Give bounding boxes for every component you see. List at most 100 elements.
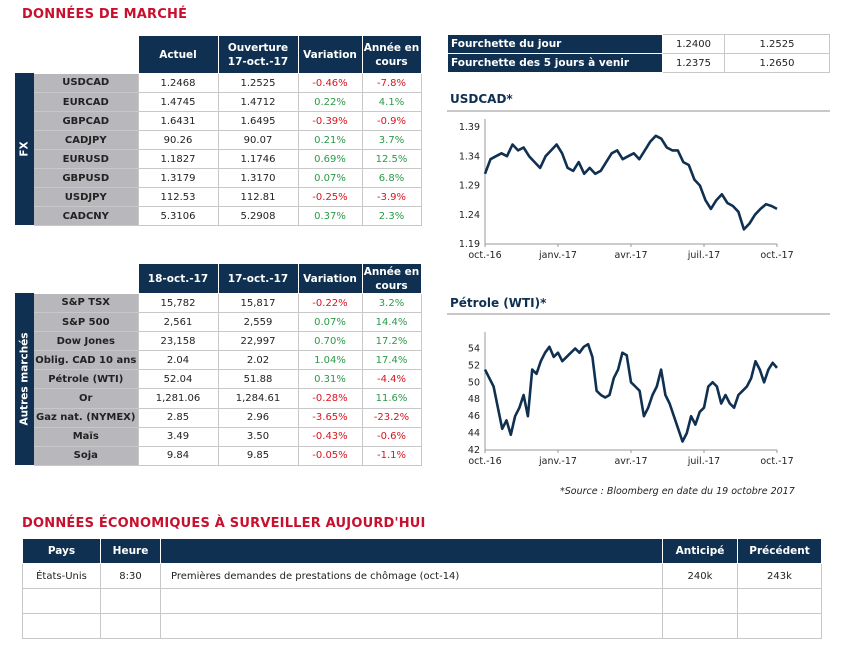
row-label: USDJPY <box>34 187 138 207</box>
annee-en-cours: 12.5% <box>361 149 422 169</box>
variation: 0.07% <box>297 312 363 333</box>
variation: 0.69% <box>297 149 363 169</box>
x-tick-label: oct.-17 <box>760 250 793 261</box>
ouverture: 2,559 <box>217 312 299 333</box>
description <box>160 588 663 614</box>
precedent <box>737 613 822 639</box>
ouverture: 1,284.61 <box>217 388 299 409</box>
table-row: USDJPY 112.53 112.81 -0.25% -3.9% <box>34 187 422 207</box>
ouverture: 51.88 <box>217 369 299 390</box>
precedent: 243k <box>737 563 822 589</box>
annee-en-cours: 11.6% <box>361 388 422 409</box>
variation: 0.07% <box>297 168 363 188</box>
x-tick-label: janv.-17 <box>538 250 577 261</box>
ouverture: 9.85 <box>217 445 299 466</box>
source-note: *Source : Bloomberg en date du 19 octobr… <box>560 486 795 497</box>
row-label: Or <box>34 388 138 409</box>
y-tick-label: 44 <box>468 428 480 439</box>
variation: 0.22% <box>297 92 363 112</box>
table-row: EURUSD 1.1827 1.1746 0.69% 12.5% <box>34 149 422 169</box>
other-markets-side-label: Autres marchés <box>15 293 34 465</box>
y-tick-label: 1.24 <box>459 210 480 221</box>
x-tick-label: avr.-17 <box>614 456 647 467</box>
x-tick-label: janv.-17 <box>538 456 577 467</box>
description: Premières demandes de prestations de chô… <box>160 563 663 589</box>
table-row: Dow Jones 23,158 22,997 0.70% 17.2% <box>34 331 422 352</box>
heure <box>100 613 161 639</box>
y-tick-label: 1.19 <box>459 239 480 250</box>
ouverture: 15,817 <box>217 292 299 314</box>
actuel: 1.1827 <box>137 149 219 169</box>
annee-en-cours: 17.4% <box>361 350 422 371</box>
annee-en-cours: -0.6% <box>361 426 422 447</box>
row-label: Gaz nat. (NYMEX) <box>34 408 138 428</box>
pays <box>22 613 101 639</box>
variation: -3.65% <box>297 407 363 428</box>
table-row: EURCAD 1.4745 1.4712 0.22% 4.1% <box>34 92 422 112</box>
actuel: 1.6431 <box>137 111 219 131</box>
market-data-title: DONNÉES DE MARCHÉ <box>22 7 188 22</box>
actuel: 1.2468 <box>137 73 219 93</box>
y-tick-label: 50 <box>468 377 480 388</box>
annee-en-cours: 4.1% <box>361 92 422 112</box>
variation: -0.22% <box>297 292 363 314</box>
y-tick-label: 52 <box>468 360 480 371</box>
row-label: CADCNY <box>34 206 138 226</box>
row-label: Maïs <box>34 427 138 447</box>
x-tick-label: juil.-17 <box>687 250 720 261</box>
col-precedent: Précédent <box>737 538 822 564</box>
col-heure: Heure <box>100 538 161 564</box>
ouverture: 22,997 <box>217 331 299 352</box>
usdcad-chart-title: USDCAD* <box>450 92 513 106</box>
table-row: GBPUSD 1.3179 1.3170 0.07% 6.8% <box>34 168 422 188</box>
y-tick-label: 48 <box>468 394 480 405</box>
fx-table: Actuel Ouverture 17-oct.-17 Variation Année… <box>34 35 422 226</box>
range-label: Fourchette du jour <box>447 34 663 54</box>
table-row: États-Unis 8:30 Premières demandes de pres… <box>22 563 822 589</box>
table-row: Pétrole (WTI) 52.04 51.88 0.31% -4.4% <box>34 369 422 390</box>
actuel: 3.49 <box>137 426 219 447</box>
col-header: 17-oct.-17 <box>217 263 299 294</box>
range-high: 1.2650 <box>724 53 830 73</box>
actuel: 1,281.06 <box>137 388 219 409</box>
anticipe <box>662 613 738 639</box>
annee-en-cours: -23.2% <box>361 407 422 428</box>
ouverture: 90.07 <box>217 130 299 150</box>
actuel: 2.85 <box>137 407 219 428</box>
variation: -0.05% <box>297 445 363 466</box>
table-row: S&P 500 2,561 2,559 0.07% 14.4% <box>34 312 422 333</box>
range-high: 1.2525 <box>724 34 830 54</box>
variation: -0.25% <box>297 187 363 207</box>
row-label: GBPCAD <box>34 111 138 131</box>
variation: -0.28% <box>297 388 363 409</box>
pays <box>22 588 101 614</box>
table-row: GBPCAD 1.6431 1.6495 -0.39% -0.9% <box>34 111 422 131</box>
variation: -0.39% <box>297 111 363 131</box>
ouverture: 1.3170 <box>217 168 299 188</box>
col-header: Année en cours <box>361 263 422 294</box>
ouverture: 2.02 <box>217 350 299 371</box>
annee-en-cours: -1.1% <box>361 445 422 466</box>
annee-en-cours: 17.2% <box>361 331 422 352</box>
range-low: 1.2375 <box>662 53 725 73</box>
row-label: CADJPY <box>34 130 138 150</box>
ouverture: 1.1746 <box>217 149 299 169</box>
actuel: 5.3106 <box>137 206 219 226</box>
row-label: EURUSD <box>34 149 138 169</box>
x-tick-label: oct.-16 <box>468 250 501 261</box>
actuel: 2,561 <box>137 312 219 333</box>
table-row: S&P TSX 15,782 15,817 -0.22% 3.2% <box>34 292 422 314</box>
ouverture: 1.6495 <box>217 111 299 131</box>
actuel: 1.4745 <box>137 92 219 112</box>
table-row: USDCAD 1.2468 1.2525 -0.46% -7.8% <box>34 73 422 93</box>
table-row: Maïs 3.49 3.50 -0.43% -0.6% <box>34 426 422 447</box>
series-line <box>483 342 778 443</box>
annee-en-cours: 14.4% <box>361 312 422 333</box>
table-row: CADJPY 90.26 90.07 0.21% 3.7% <box>34 130 422 150</box>
actuel: 52.04 <box>137 369 219 390</box>
actuel: 1.3179 <box>137 168 219 188</box>
annee-en-cours: -0.9% <box>361 111 422 131</box>
annee-en-cours: 6.8% <box>361 168 422 188</box>
table-row: CADCNY 5.3106 5.2908 0.37% 2.3% <box>34 206 422 226</box>
